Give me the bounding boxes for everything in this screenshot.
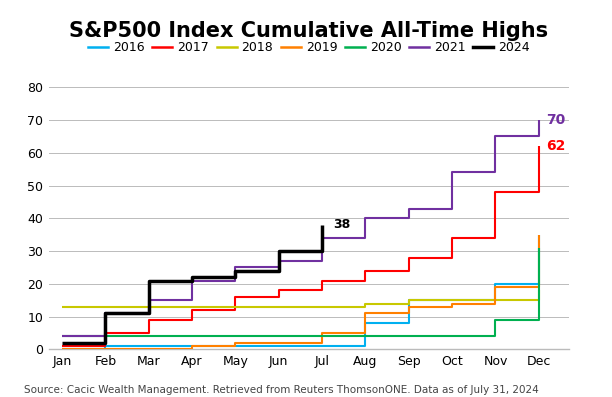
- 2018: [318, 304, 326, 309]
- 2021: [405, 206, 412, 211]
- 2021: [449, 170, 456, 175]
- 2017: [318, 278, 326, 283]
- Line: 2016: 2016: [62, 235, 539, 349]
- 2019: [145, 347, 152, 352]
- 2018: [405, 298, 412, 303]
- 2021: [492, 134, 499, 139]
- 2020: [449, 334, 456, 339]
- 2016: [492, 281, 499, 286]
- 2020: [492, 318, 499, 322]
- Text: 70: 70: [547, 113, 566, 127]
- 2021: [275, 258, 282, 263]
- 2018: [492, 298, 499, 303]
- 2017: [188, 308, 196, 312]
- 2017: [232, 295, 239, 299]
- 2018: [188, 304, 196, 309]
- 2018: [362, 301, 369, 306]
- 2018: [58, 304, 65, 309]
- 2020: [102, 334, 109, 339]
- 2016: [405, 298, 412, 303]
- Text: 38: 38: [333, 218, 350, 231]
- 2021: [362, 216, 369, 221]
- Text: 62: 62: [547, 139, 566, 153]
- 2019: [318, 331, 326, 335]
- Line: 2020: 2020: [62, 248, 539, 336]
- 2021: [188, 278, 196, 283]
- 2020: [188, 334, 196, 339]
- 2017: [275, 288, 282, 293]
- 2017: [405, 255, 412, 260]
- 2016: [449, 298, 456, 303]
- 2020: [405, 334, 412, 339]
- 2019: [535, 232, 542, 237]
- 2021: [102, 311, 109, 316]
- 2018: [232, 304, 239, 309]
- 2024: [102, 311, 109, 316]
- 2016: [145, 344, 152, 349]
- Line: 2019: 2019: [62, 235, 539, 349]
- 2017: [145, 318, 152, 322]
- 2016: [58, 347, 65, 352]
- 2020: [318, 334, 326, 339]
- 2016: [102, 344, 109, 349]
- 2018: [275, 304, 282, 309]
- Line: 2021: 2021: [62, 120, 539, 336]
- 2016: [362, 321, 369, 326]
- 2019: [188, 344, 196, 349]
- 2020: [535, 245, 542, 250]
- Text: Source: Cacic Wealth Management. Retrieved from Reuters ThomsonONE. Data as of J: Source: Cacic Wealth Management. Retriev…: [24, 385, 539, 395]
- 2020: [145, 334, 152, 339]
- 2017: [58, 344, 65, 349]
- 2020: [58, 334, 65, 339]
- 2017: [535, 144, 542, 148]
- 2021: [145, 298, 152, 303]
- 2020: [275, 334, 282, 339]
- 2020: [362, 334, 369, 339]
- 2024: [232, 268, 239, 273]
- 2024: [145, 278, 152, 283]
- 2021: [58, 334, 65, 339]
- 2019: [275, 340, 282, 345]
- 2019: [58, 347, 65, 352]
- 2019: [492, 285, 499, 289]
- 2017: [362, 268, 369, 273]
- 2017: [449, 235, 456, 240]
- 2019: [405, 304, 412, 309]
- Line: 2024: 2024: [62, 225, 322, 343]
- 2018: [535, 288, 542, 293]
- 2019: [362, 311, 369, 316]
- 2018: [102, 304, 109, 309]
- Line: 2018: 2018: [62, 291, 539, 307]
- 2021: [232, 265, 239, 270]
- 2019: [102, 347, 109, 352]
- 2016: [318, 344, 326, 349]
- 2016: [275, 344, 282, 349]
- 2016: [232, 344, 239, 349]
- Legend: 2016, 2017, 2018, 2019, 2020, 2021, 2024: 2016, 2017, 2018, 2019, 2020, 2021, 2024: [83, 36, 535, 59]
- Title: S&P500 Index Cumulative All-Time Highs: S&P500 Index Cumulative All-Time Highs: [70, 21, 548, 41]
- 2018: [145, 304, 152, 309]
- Line: 2017: 2017: [62, 146, 539, 346]
- 2024: [275, 249, 282, 253]
- 2024: [188, 275, 196, 279]
- 2017: [492, 190, 499, 195]
- 2021: [318, 235, 326, 240]
- 2019: [449, 301, 456, 306]
- 2018: [449, 298, 456, 303]
- 2021: [535, 118, 542, 122]
- 2024: [318, 222, 326, 227]
- 2019: [232, 340, 239, 345]
- 2024: [58, 340, 65, 345]
- 2016: [535, 232, 542, 237]
- 2016: [188, 344, 196, 349]
- 2020: [232, 334, 239, 339]
- 2017: [102, 331, 109, 335]
